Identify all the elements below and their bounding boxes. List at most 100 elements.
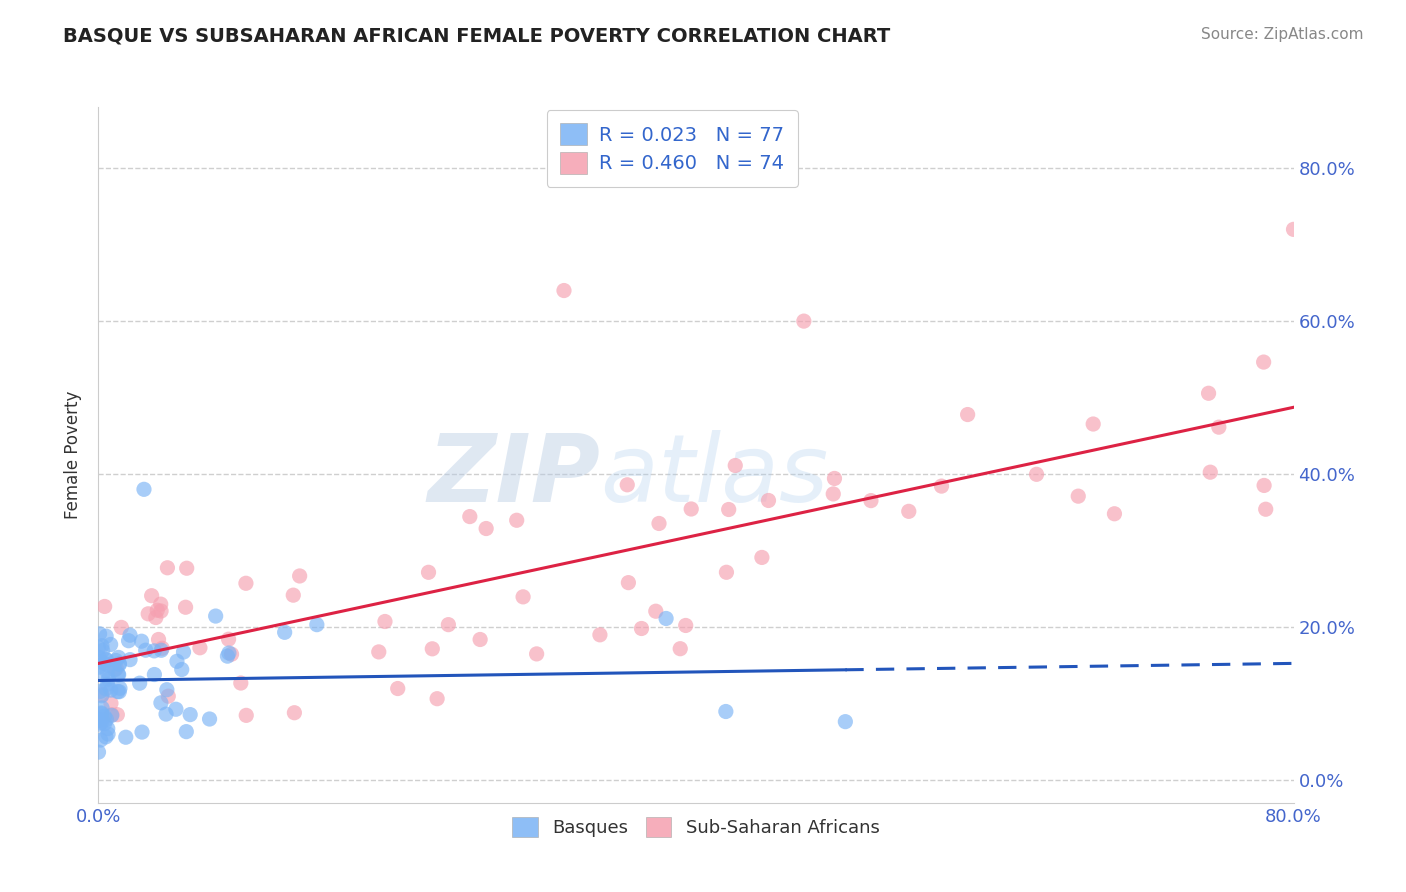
Point <box>90 639 112 653</box>
Point <box>170 663 193 677</box>
Point <box>217 649 239 664</box>
Point <box>1104 507 1126 521</box>
Point <box>90 706 112 721</box>
Point <box>553 284 575 298</box>
Text: ZIP: ZIP <box>427 430 600 522</box>
Point <box>149 696 172 710</box>
Point <box>617 575 640 590</box>
Point <box>669 641 692 656</box>
Point <box>956 408 979 422</box>
Point <box>118 628 141 642</box>
Point <box>897 504 920 518</box>
Point <box>97 722 120 736</box>
Text: atlas: atlas <box>600 430 828 521</box>
Point <box>146 603 169 617</box>
Point <box>1199 465 1222 479</box>
Point <box>305 617 328 632</box>
Point <box>458 509 481 524</box>
Point <box>143 667 166 681</box>
Point <box>107 684 129 698</box>
Point <box>141 589 163 603</box>
Point <box>218 632 240 647</box>
Point <box>616 477 638 491</box>
Point <box>174 724 197 739</box>
Text: BASQUE VS SUBSAHARAN AFRICAN FEMALE POVERTY CORRELATION CHART: BASQUE VS SUBSAHARAN AFRICAN FEMALE POVE… <box>63 27 890 45</box>
Point <box>367 645 389 659</box>
Point <box>100 696 122 710</box>
Point <box>96 653 118 667</box>
Point <box>87 660 110 674</box>
Point <box>751 550 773 565</box>
Point <box>105 662 128 676</box>
Point <box>93 656 115 670</box>
Point <box>512 590 534 604</box>
Point <box>931 479 953 493</box>
Y-axis label: Female Poverty: Female Poverty <box>65 391 83 519</box>
Point <box>166 654 188 668</box>
Point <box>97 658 120 673</box>
Point <box>724 458 747 473</box>
Point <box>90 733 112 747</box>
Point <box>148 632 170 647</box>
Point <box>100 707 122 722</box>
Point <box>221 647 243 661</box>
Point <box>87 717 110 731</box>
Point <box>108 684 131 698</box>
Point <box>150 641 173 656</box>
Point <box>834 714 856 729</box>
Point <box>93 709 115 723</box>
Point <box>1254 502 1277 516</box>
Point <box>93 599 115 614</box>
Point <box>218 646 240 660</box>
Point <box>94 681 117 696</box>
Point <box>229 676 252 690</box>
Point <box>96 665 118 679</box>
Point <box>630 622 652 636</box>
Point <box>91 701 114 715</box>
Point <box>108 657 131 671</box>
Point <box>418 566 440 580</box>
Point <box>283 706 305 720</box>
Point <box>283 588 305 602</box>
Point <box>716 566 738 580</box>
Point <box>648 516 671 531</box>
Point <box>437 617 460 632</box>
Point <box>108 681 131 696</box>
Point <box>90 706 112 720</box>
Point <box>97 727 120 741</box>
Point <box>156 682 179 697</box>
Point <box>155 707 177 722</box>
Point <box>96 677 118 691</box>
Point <box>1282 222 1305 236</box>
Point <box>96 629 118 643</box>
Point <box>136 607 159 621</box>
Point <box>273 625 295 640</box>
Point <box>94 653 117 667</box>
Point <box>150 604 173 618</box>
Point <box>110 620 132 634</box>
Point <box>188 640 211 655</box>
Point <box>179 707 201 722</box>
Point <box>468 632 491 647</box>
Point <box>644 604 666 618</box>
Point <box>89 684 111 698</box>
Point <box>90 715 112 730</box>
Point <box>114 730 136 744</box>
Point <box>235 708 257 723</box>
Point <box>823 487 845 501</box>
Point <box>157 689 180 703</box>
Point <box>97 672 120 686</box>
Point <box>655 611 678 625</box>
Point <box>108 657 131 672</box>
Point <box>1253 355 1275 369</box>
Point <box>714 705 737 719</box>
Point <box>100 683 122 698</box>
Point <box>104 663 127 677</box>
Point <box>506 513 529 527</box>
Text: Source: ZipAtlas.com: Source: ZipAtlas.com <box>1201 27 1364 42</box>
Point <box>128 676 150 690</box>
Point <box>94 716 117 731</box>
Point <box>675 618 697 632</box>
Point <box>91 688 114 702</box>
Point <box>1253 478 1275 492</box>
